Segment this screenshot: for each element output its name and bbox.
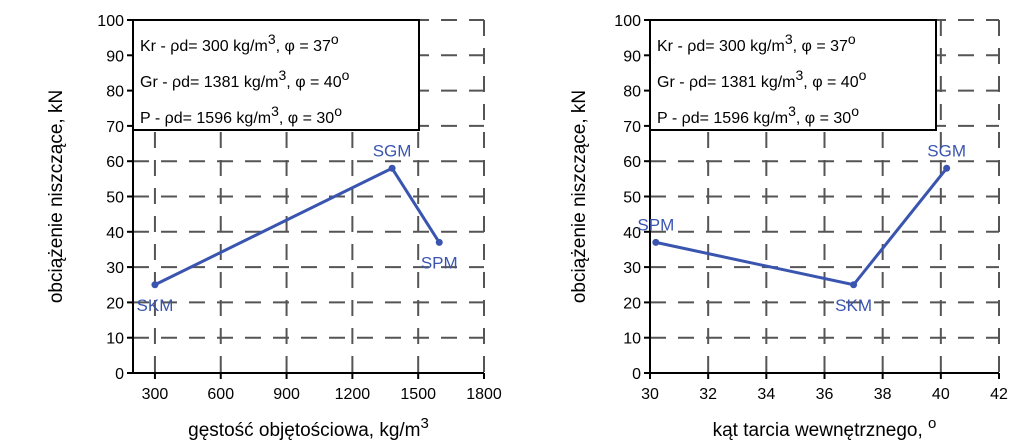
x-tick-label-6: 42: [990, 386, 1008, 403]
x-tick-label-4: 38: [874, 386, 892, 403]
data-point-skm: [850, 281, 858, 289]
legend-box: [649, 19, 937, 131]
legend-entry-2: P - ρd= 1596 kg/m3, φ = 30o: [657, 103, 859, 127]
legend-entry-0: Kr - ρd= 300 kg/m3, φ = 37o: [140, 31, 339, 55]
y-tick-label-8: 80: [623, 84, 641, 101]
y-tick-label-9: 90: [623, 48, 641, 65]
x-axis-title: gęstość objętościowa, kg/m3: [188, 415, 429, 441]
legend-box: [132, 19, 420, 131]
data-point-skm: [151, 281, 159, 289]
y-axis-title: obciążenie niszczące, kN: [46, 90, 67, 303]
data-point-spm: [652, 238, 660, 246]
y-tick-label-2: 20: [623, 295, 641, 312]
y-tick-label-5: 50: [623, 190, 641, 207]
y-tick-label-4: 40: [623, 225, 641, 242]
point-label-spm: SPM: [421, 253, 458, 272]
y-tick-label-1: 10: [106, 331, 124, 348]
y-tick-label-4: 40: [106, 225, 124, 242]
y-tick-label-7: 70: [106, 119, 124, 136]
x-tick-label-5: 1800: [466, 386, 502, 403]
chart-left: 0 10 20 30 40 50 60 70 80 90 100 300 600 900 1200 1500 1…: [46, 13, 502, 441]
y-tick-label-6: 60: [106, 154, 124, 171]
x-tick-label-0: 30: [641, 386, 659, 403]
y-tick-label-1: 10: [623, 331, 641, 348]
y-tick-label-10: 100: [614, 13, 641, 30]
y-tick-label-0: 0: [632, 366, 641, 383]
data-point-sgm: [388, 164, 396, 172]
point-label-skm: SKM: [835, 296, 872, 315]
legend-entry-1: Gr - ρd= 1381 kg/m3, φ = 40o: [657, 67, 867, 91]
y-tick-label-5: 50: [106, 190, 124, 207]
x-tick-label-1: 32: [699, 386, 717, 403]
x-tick-label-3: 36: [816, 386, 834, 403]
legend-entry-1: Gr - ρd= 1381 kg/m3, φ = 40o: [140, 67, 350, 91]
y-tick-label-7: 70: [623, 119, 641, 136]
x-tick-label-5: 40: [932, 386, 950, 403]
y-tick-label-0: 0: [115, 366, 124, 383]
x-tick-label-3: 1200: [335, 386, 371, 403]
legend-entry-2: P - ρd= 1596 kg/m3, φ = 30o: [140, 103, 342, 127]
y-tick-label-3: 30: [106, 260, 124, 277]
y-tick-label-6: 60: [623, 154, 641, 171]
chart-right: 0 10 20 30 40 50 60 70 80 90 100 30 32 34 36 38 40 42 kąt …: [569, 13, 1008, 441]
point-label-spm: SPM: [637, 215, 674, 234]
y-tick-label-8: 80: [106, 84, 124, 101]
data-point-spm: [435, 238, 443, 246]
point-label-sgm: SGM: [373, 141, 412, 160]
y-tick-label-2: 20: [106, 295, 124, 312]
x-tick-label-2: 900: [273, 386, 300, 403]
legend-entry-0: Kr - ρd= 300 kg/m3, φ = 37o: [657, 31, 856, 55]
y-tick-label-3: 30: [623, 260, 641, 277]
x-tick-label-4: 1500: [400, 386, 436, 403]
y-tick-label-10: 100: [97, 13, 124, 30]
point-label-skm: SKM: [137, 296, 174, 315]
y-axis-title: obciążenie niszczące, kN: [569, 90, 590, 303]
x-tick-label-2: 34: [757, 386, 775, 403]
x-tick-label-0: 300: [142, 386, 169, 403]
x-tick-label-1: 600: [207, 386, 234, 403]
y-tick-label-9: 90: [106, 48, 124, 65]
point-label-sgm: SGM: [927, 141, 966, 160]
x-axis-title: kąt tarcia wewnętrznego, o: [713, 415, 937, 441]
data-point-sgm: [943, 164, 951, 172]
